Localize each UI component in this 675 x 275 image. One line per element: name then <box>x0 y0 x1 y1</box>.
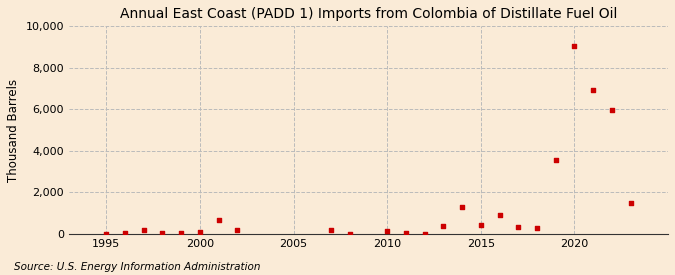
Point <box>494 213 505 217</box>
Point <box>457 205 468 210</box>
Point <box>475 222 486 227</box>
Point <box>232 228 243 232</box>
Point <box>569 44 580 48</box>
Point <box>213 218 224 222</box>
Title: Annual East Coast (PADD 1) Imports from Colombia of Distillate Fuel Oil: Annual East Coast (PADD 1) Imports from … <box>119 7 617 21</box>
Point <box>588 87 599 92</box>
Point <box>325 228 336 232</box>
Point <box>513 225 524 229</box>
Point <box>119 231 130 235</box>
Point <box>419 232 430 236</box>
Point <box>550 158 561 163</box>
Point <box>344 232 355 236</box>
Point <box>625 201 636 205</box>
Point <box>194 230 205 235</box>
Text: Source: U.S. Energy Information Administration: Source: U.S. Energy Information Administ… <box>14 262 260 272</box>
Point <box>382 229 393 233</box>
Point <box>157 231 168 235</box>
Point <box>532 226 543 230</box>
Point <box>606 108 617 112</box>
Y-axis label: Thousand Barrels: Thousand Barrels <box>7 79 20 182</box>
Point <box>176 231 186 236</box>
Point <box>101 232 111 236</box>
Point <box>138 228 149 232</box>
Point <box>400 231 411 236</box>
Point <box>438 224 449 228</box>
